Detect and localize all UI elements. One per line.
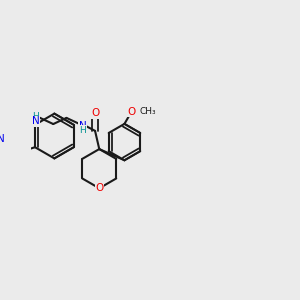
Text: H: H bbox=[32, 112, 39, 121]
Text: N: N bbox=[32, 116, 40, 126]
Text: O: O bbox=[127, 107, 136, 117]
Text: H: H bbox=[79, 126, 86, 135]
Text: N: N bbox=[0, 134, 4, 144]
Text: O: O bbox=[95, 183, 103, 193]
Text: O: O bbox=[91, 108, 99, 118]
Text: CH₃: CH₃ bbox=[140, 107, 157, 116]
Text: N: N bbox=[79, 121, 86, 131]
